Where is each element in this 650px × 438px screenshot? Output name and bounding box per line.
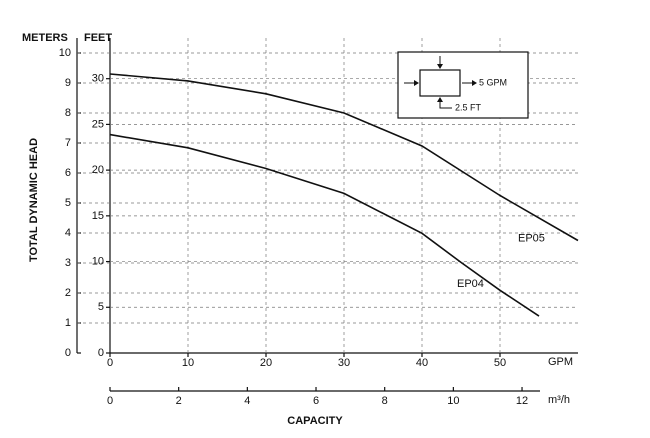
y2-tick-label: 20: [92, 164, 104, 176]
y2-tick-label: 10: [92, 255, 104, 267]
arrow-head: [437, 64, 443, 69]
y-tick-label: 1: [65, 317, 71, 329]
y-title: TOTAL DYNAMIC HEAD: [28, 138, 40, 262]
y-tick-label: 2: [65, 287, 71, 299]
x-tick-label: 0: [107, 357, 113, 369]
x2-tick-label: 8: [382, 395, 388, 407]
y-tick-label: 9: [65, 77, 71, 89]
inset-label: 5 GPM: [479, 77, 507, 87]
inset: 5 GPM 2.5 FT: [397, 51, 529, 119]
y2-tick-label: 30: [92, 73, 104, 85]
arrow-head: [472, 80, 477, 86]
y2-tick-label: 25: [92, 118, 104, 130]
y2-tick-label: 15: [92, 210, 104, 222]
y-tick-label: 3: [65, 257, 71, 269]
curve: [109, 133, 540, 317]
y-tick-label: 10: [59, 47, 71, 59]
x2-tick-label: 2: [176, 395, 182, 407]
x2-tick-label: 4: [244, 395, 250, 407]
y-tick-label: 5: [65, 197, 71, 209]
x-tick-label: 30: [338, 357, 350, 369]
y2-tick-label: 0: [98, 347, 104, 359]
y-tick-label: 0: [65, 347, 71, 359]
series-label: EP04: [457, 278, 484, 290]
x2-tick-label: 0: [107, 395, 113, 407]
arrow-head: [437, 97, 443, 102]
x2-unit: m³/h: [548, 394, 570, 406]
y-label-right: FEET: [84, 32, 112, 44]
x2-tick-label: 10: [447, 395, 459, 407]
x-tick-label: 40: [416, 357, 428, 369]
arrow-head: [414, 80, 419, 86]
y-label-left: METERS: [22, 32, 68, 44]
x-tick-label: 10: [182, 357, 194, 369]
x2-tick-label: 12: [516, 395, 528, 407]
x2-tick-label: 6: [313, 395, 319, 407]
y-tick-label: 8: [65, 107, 71, 119]
y-tick-label: 4: [65, 227, 71, 239]
y2-tick-label: 5: [98, 301, 104, 313]
inset-box: [419, 69, 461, 97]
series-label: EP05: [518, 232, 545, 244]
y-tick-label: 6: [65, 167, 71, 179]
x-tick-label: 20: [260, 357, 272, 369]
x-unit: GPM: [548, 356, 573, 368]
x-tick-label: 50: [494, 357, 506, 369]
inset-label: 2.5 FT: [455, 102, 482, 112]
y-tick-label: 7: [65, 137, 71, 149]
x-title: CAPACITY: [287, 415, 343, 427]
curve: [109, 73, 579, 242]
